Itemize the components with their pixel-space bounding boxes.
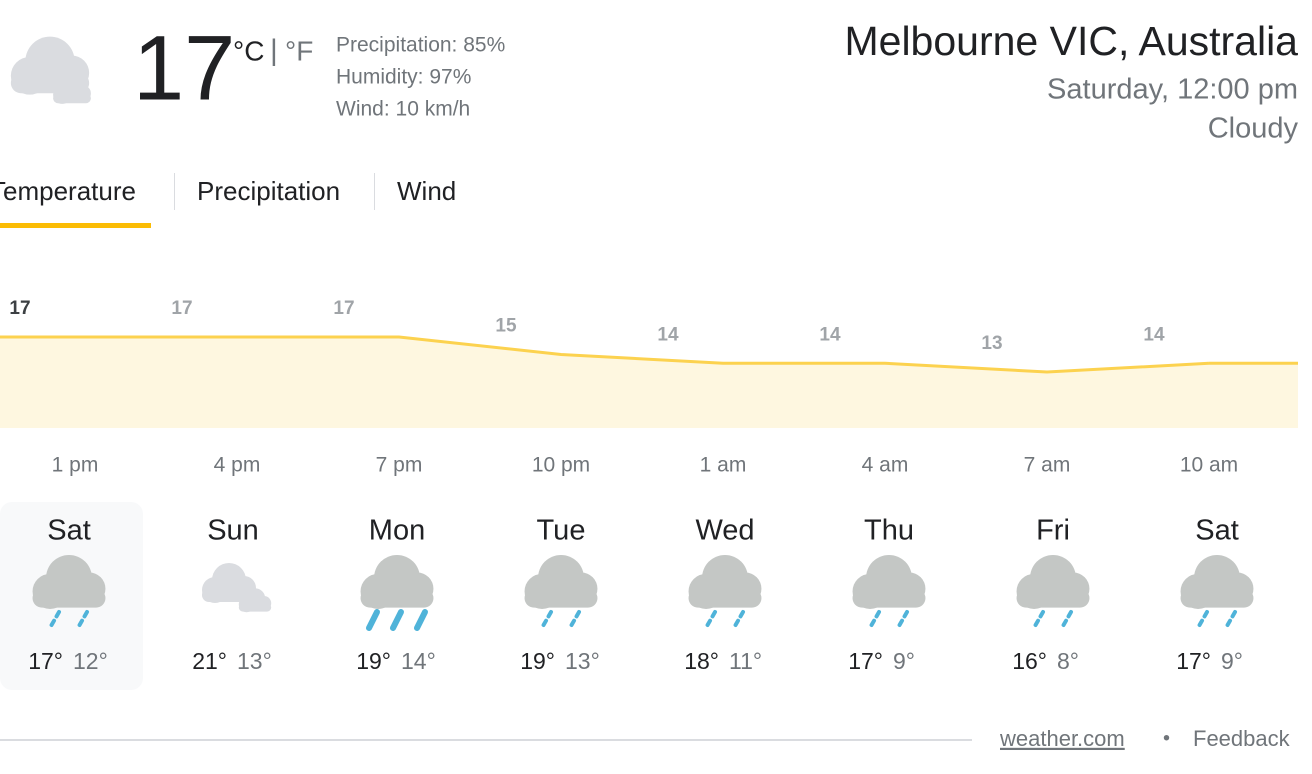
rain-drop	[1061, 610, 1073, 628]
temperature-label: 14	[819, 324, 841, 345]
feedback-link[interactable]: Feedback	[1193, 726, 1291, 751]
rain-drop	[705, 610, 717, 628]
cloud	[524, 554, 598, 609]
rain-drop	[77, 610, 89, 628]
rain-drop	[569, 610, 581, 628]
day-name: Thu	[864, 515, 914, 547]
tab-wind[interactable]: Wind	[397, 176, 456, 206]
cloud	[32, 554, 106, 609]
rain-drop	[366, 609, 380, 631]
temperature-label: 17	[9, 298, 30, 319]
temperature-label: 15	[495, 316, 517, 337]
day-name: Mon	[369, 515, 425, 547]
cloud-part	[238, 603, 272, 612]
temperature-label: 17	[171, 298, 192, 319]
day-low: 9°	[1221, 648, 1243, 674]
unit-celsius[interactable]: °C	[233, 35, 264, 66]
day-low: 11°	[729, 648, 762, 674]
day-name: Wed	[695, 515, 754, 547]
unit-separator: |	[270, 34, 278, 67]
day-low: 12°	[73, 648, 108, 674]
day-name: Sat	[1195, 515, 1239, 547]
cloud	[360, 554, 434, 609]
footer-separator: •	[1163, 727, 1170, 749]
tab-precipitation[interactable]: Precipitation	[197, 176, 340, 206]
rain-drop	[733, 610, 745, 628]
temperature-label: 13	[981, 333, 1002, 354]
rain-drop	[390, 609, 404, 631]
cloud-part	[53, 93, 91, 104]
time-label: 7 am	[1024, 454, 1071, 477]
day-high: 19°	[520, 648, 555, 674]
cloud	[852, 554, 926, 609]
precipitation: Precipitation: 85%	[336, 34, 505, 57]
temperature-label: 14	[1143, 324, 1165, 345]
day-name: Fri	[1036, 515, 1070, 547]
temperature-label: 14	[657, 324, 679, 345]
rain-drop	[1197, 610, 1209, 628]
day-low: 8°	[1057, 648, 1079, 674]
day-name: Sat	[47, 515, 91, 547]
cloud-part	[852, 588, 926, 608]
time-label: 10 am	[1180, 454, 1238, 477]
datetime: Saturday, 12:00 pm	[1047, 74, 1298, 106]
temperature-label: 17	[333, 298, 354, 319]
day-low: 13°	[565, 648, 600, 674]
day-high: 17°	[1176, 648, 1211, 674]
day-low: 14°	[401, 648, 436, 674]
day-high: 16°	[1012, 648, 1047, 674]
time-label: 1 am	[700, 454, 747, 477]
rain-drop	[1033, 610, 1045, 628]
cloud-part	[524, 588, 598, 608]
cloud-part	[1180, 588, 1254, 608]
cloud	[53, 75, 91, 104]
day-name: Tue	[537, 515, 586, 547]
temperature-area	[0, 337, 1298, 428]
rain-drop	[897, 610, 909, 628]
cloud-part	[32, 588, 106, 608]
day-high: 17°	[848, 648, 883, 674]
rain-drop	[1225, 610, 1237, 628]
cloud-part	[688, 588, 762, 608]
rain-drop	[869, 610, 881, 628]
cloud	[1016, 554, 1090, 609]
day-high: 17°	[28, 648, 63, 674]
source-link[interactable]: weather.com	[999, 726, 1125, 751]
tab-temperature[interactable]: Temperature	[0, 176, 136, 206]
cloud	[1180, 554, 1254, 609]
cloud	[202, 563, 256, 603]
rain-drop	[49, 610, 61, 628]
humidity: Humidity: 97%	[336, 66, 471, 89]
rain-drop	[414, 609, 428, 631]
day-low: 9°	[893, 648, 915, 674]
temperature-line	[75, 335, 1210, 374]
rain-drop	[541, 610, 553, 628]
location-name: Melbourne VIC, Australia	[844, 18, 1298, 64]
time-label: 7 pm	[376, 454, 423, 477]
day-high: 18°	[684, 648, 719, 674]
cloud-part	[1016, 588, 1090, 608]
current-temperature: 17	[133, 17, 235, 119]
day-low: 13°	[237, 648, 272, 674]
condition: Cloudy	[1208, 113, 1299, 145]
cloud	[688, 554, 762, 609]
wind: Wind: 10 km/h	[336, 98, 470, 121]
time-label: 4 pm	[214, 454, 261, 477]
time-label: 10 pm	[532, 454, 590, 477]
cloud-part	[360, 588, 434, 608]
day-high: 21°	[192, 648, 227, 674]
time-label: 4 am	[862, 454, 909, 477]
day-high: 19°	[356, 648, 391, 674]
time-label: 1 pm	[52, 454, 99, 477]
tab-indicator	[0, 223, 151, 228]
unit-fahrenheit[interactable]: °F	[285, 35, 313, 66]
day-name: Sun	[207, 515, 259, 547]
cloud	[238, 588, 272, 613]
